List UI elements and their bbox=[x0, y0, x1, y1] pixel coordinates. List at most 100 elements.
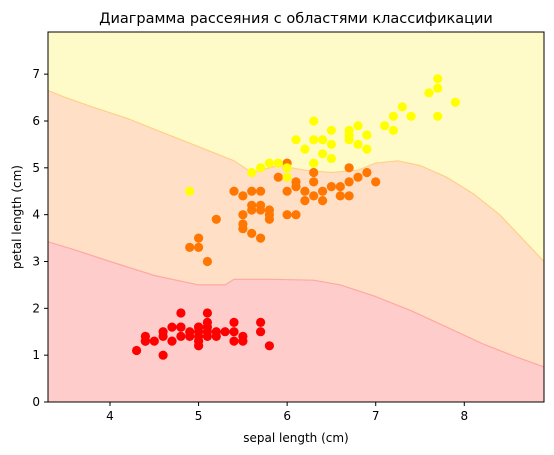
x-tick-label: 8 bbox=[460, 409, 468, 423]
region-class-1 bbox=[48, 90, 544, 367]
data-point-class-1 bbox=[309, 191, 319, 201]
data-point-class-1 bbox=[371, 177, 381, 187]
data-point-class-2 bbox=[450, 97, 460, 107]
data-point-class-2 bbox=[380, 121, 390, 131]
x-tick-label: 5 bbox=[195, 409, 203, 423]
data-point-class-0 bbox=[264, 341, 274, 351]
points-layer bbox=[132, 74, 460, 360]
data-point-class-2 bbox=[388, 125, 398, 135]
data-point-class-1 bbox=[194, 233, 204, 243]
data-point-class-2 bbox=[309, 116, 319, 126]
data-point-class-1 bbox=[256, 233, 266, 243]
plot-frame bbox=[47, 31, 545, 403]
data-point-class-0 bbox=[202, 308, 212, 318]
x-tick-label: 7 bbox=[372, 409, 380, 423]
x-tick-label: 4 bbox=[106, 409, 114, 423]
data-point-class-2 bbox=[406, 111, 416, 121]
data-point-class-0 bbox=[140, 336, 150, 346]
data-point-class-0 bbox=[176, 322, 186, 332]
data-point-class-2 bbox=[264, 158, 274, 168]
data-point-class-1 bbox=[229, 186, 239, 196]
data-point-class-1 bbox=[335, 191, 345, 201]
data-point-class-1 bbox=[264, 214, 274, 224]
y-tick-label: 5 bbox=[32, 161, 40, 175]
data-point-class-1 bbox=[335, 182, 345, 192]
data-point-class-2 bbox=[397, 102, 407, 112]
data-point-class-1 bbox=[309, 167, 319, 178]
data-point-class-2 bbox=[309, 135, 319, 145]
data-point-class-2 bbox=[433, 83, 443, 93]
data-point-class-2 bbox=[185, 186, 195, 196]
data-point-class-2 bbox=[326, 153, 336, 164]
data-point-class-1 bbox=[282, 186, 292, 196]
data-point-class-1 bbox=[256, 205, 266, 215]
data-point-class-2 bbox=[282, 163, 292, 173]
y-tick-label: 1 bbox=[32, 348, 40, 362]
y-axis-label: petal length (cm) bbox=[10, 165, 24, 269]
y-tick-label: 3 bbox=[32, 254, 40, 268]
data-point-class-1 bbox=[247, 228, 257, 238]
data-point-class-2 bbox=[318, 149, 328, 159]
data-point-class-0 bbox=[211, 331, 221, 341]
data-point-class-0 bbox=[229, 336, 239, 346]
y-tick-label: 6 bbox=[32, 114, 40, 128]
data-point-class-2 bbox=[247, 167, 257, 178]
data-point-class-0 bbox=[194, 322, 204, 332]
data-point-class-2 bbox=[344, 130, 354, 140]
data-point-class-0 bbox=[149, 336, 159, 346]
x-axis-label: sepal length (cm) bbox=[243, 431, 348, 445]
data-point-class-1 bbox=[326, 182, 336, 192]
data-point-class-1 bbox=[273, 172, 283, 182]
data-point-class-1 bbox=[238, 219, 248, 229]
data-point-class-0 bbox=[194, 336, 204, 346]
data-point-class-2 bbox=[433, 111, 443, 121]
data-point-class-1 bbox=[309, 177, 319, 187]
data-point-class-1 bbox=[202, 256, 212, 267]
data-point-class-1 bbox=[211, 214, 221, 224]
data-point-class-1 bbox=[344, 163, 354, 173]
data-point-class-2 bbox=[309, 158, 319, 168]
data-point-class-1 bbox=[344, 177, 354, 187]
boundary-lower bbox=[48, 241, 544, 368]
data-point-class-0 bbox=[256, 317, 266, 327]
data-point-class-1 bbox=[247, 186, 257, 196]
data-point-class-2 bbox=[424, 88, 434, 98]
data-point-class-1 bbox=[238, 191, 248, 201]
data-point-class-2 bbox=[362, 144, 372, 154]
data-point-class-0 bbox=[132, 345, 142, 356]
data-point-class-0 bbox=[229, 327, 239, 337]
y-tick-label: 4 bbox=[32, 208, 40, 222]
data-point-class-0 bbox=[158, 327, 168, 337]
region-class-2 bbox=[48, 32, 544, 262]
data-point-class-1 bbox=[247, 205, 257, 215]
data-point-class-2 bbox=[318, 135, 328, 145]
data-point-class-1 bbox=[282, 210, 292, 220]
data-point-class-1 bbox=[238, 210, 248, 220]
data-point-class-2 bbox=[353, 139, 363, 149]
data-point-class-0 bbox=[238, 336, 248, 346]
data-point-class-0 bbox=[202, 322, 212, 332]
data-point-class-0 bbox=[167, 322, 177, 332]
data-point-class-0 bbox=[185, 327, 195, 337]
data-point-class-2 bbox=[433, 74, 443, 84]
data-point-class-1 bbox=[362, 167, 372, 178]
data-point-class-1 bbox=[300, 186, 310, 196]
y-tick-label: 0 bbox=[32, 395, 40, 409]
y-axis: 0 1 2 3 4 5 6 7 bbox=[32, 67, 48, 409]
data-point-class-2 bbox=[326, 125, 336, 135]
chart-title: Диаграмма рассеяния с областями классифи… bbox=[99, 11, 493, 27]
data-point-class-1 bbox=[344, 191, 354, 201]
data-point-class-1 bbox=[300, 196, 310, 206]
data-point-class-2 bbox=[362, 130, 372, 140]
data-point-class-2 bbox=[256, 163, 266, 173]
data-point-class-2 bbox=[300, 144, 310, 154]
data-point-class-1 bbox=[353, 172, 363, 182]
data-point-class-2 bbox=[326, 139, 336, 149]
data-point-class-1 bbox=[256, 186, 266, 196]
y-tick-label: 7 bbox=[32, 67, 40, 81]
boundary-upper bbox=[48, 89, 544, 262]
data-point-class-0 bbox=[229, 317, 239, 327]
data-point-class-0 bbox=[176, 308, 186, 318]
data-point-class-0 bbox=[220, 327, 230, 337]
